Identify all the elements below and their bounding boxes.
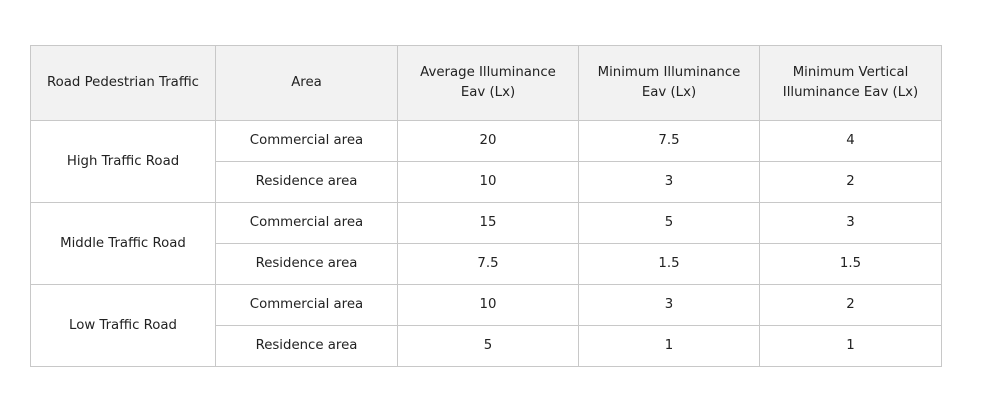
min-vertical-illuminance-cell: 4 <box>759 120 942 162</box>
area-cell: Commercial area <box>215 202 398 244</box>
area-cell: Residence area <box>215 243 398 285</box>
illuminance-table: Road Pedestrian Traffic Area Average Ill… <box>30 45 942 367</box>
road-type-cell: Low Traffic Road <box>30 284 216 367</box>
area-cell: Commercial area <box>215 284 398 326</box>
area-cell: Residence area <box>215 161 398 203</box>
header-minimum-vertical-illuminance: Minimum Vertical Illuminance Eav (Lx) <box>759 45 942 121</box>
avg-illuminance-cell: 20 <box>397 120 579 162</box>
min-vertical-illuminance-cell: 1 <box>759 325 942 367</box>
table-row: Residence area 5 1 1 <box>31 325 942 367</box>
min-illuminance-cell: 1 <box>578 325 760 367</box>
table-row: Low Traffic Road Commercial area 10 3 2 <box>30 284 942 367</box>
table-body: High Traffic Road Commercial area 20 7.5… <box>30 120 942 367</box>
min-illuminance-cell: 5 <box>578 202 760 244</box>
min-vertical-illuminance-cell: 2 <box>759 284 942 326</box>
header-area: Area <box>215 45 398 121</box>
min-vertical-illuminance-cell: 3 <box>759 202 942 244</box>
min-illuminance-cell: 7.5 <box>578 120 760 162</box>
table-row: Middle Traffic Road Commercial area 15 5… <box>30 202 942 285</box>
table-header: Road Pedestrian Traffic Area Average Ill… <box>30 45 942 121</box>
min-illuminance-cell: 3 <box>578 284 760 326</box>
avg-illuminance-cell: 5 <box>397 325 579 367</box>
min-vertical-illuminance-cell: 2 <box>759 161 942 203</box>
area-cell: Residence area <box>215 325 398 367</box>
header-row: Road Pedestrian Traffic Area Average Ill… <box>30 45 942 121</box>
table-row: Residence area 7.5 1.5 1.5 <box>31 243 942 285</box>
avg-illuminance-cell: 10 <box>397 161 579 203</box>
header-road-pedestrian-traffic: Road Pedestrian Traffic <box>30 45 216 121</box>
road-type-cell: High Traffic Road <box>30 120 216 203</box>
header-minimum-illuminance: Minimum Illuminance Eav (Lx) <box>578 45 760 121</box>
min-illuminance-cell: 1.5 <box>578 243 760 285</box>
road-type-cell: Middle Traffic Road <box>30 202 216 285</box>
area-cell: Commercial area <box>215 120 398 162</box>
avg-illuminance-cell: 7.5 <box>397 243 579 285</box>
min-vertical-illuminance-cell: 1.5 <box>759 243 942 285</box>
header-average-illuminance: Average Illuminance Eav (Lx) <box>397 45 579 121</box>
table-row: High Traffic Road Commercial area 20 7.5… <box>30 120 942 203</box>
avg-illuminance-cell: 10 <box>397 284 579 326</box>
avg-illuminance-cell: 15 <box>397 202 579 244</box>
min-illuminance-cell: 3 <box>578 161 760 203</box>
